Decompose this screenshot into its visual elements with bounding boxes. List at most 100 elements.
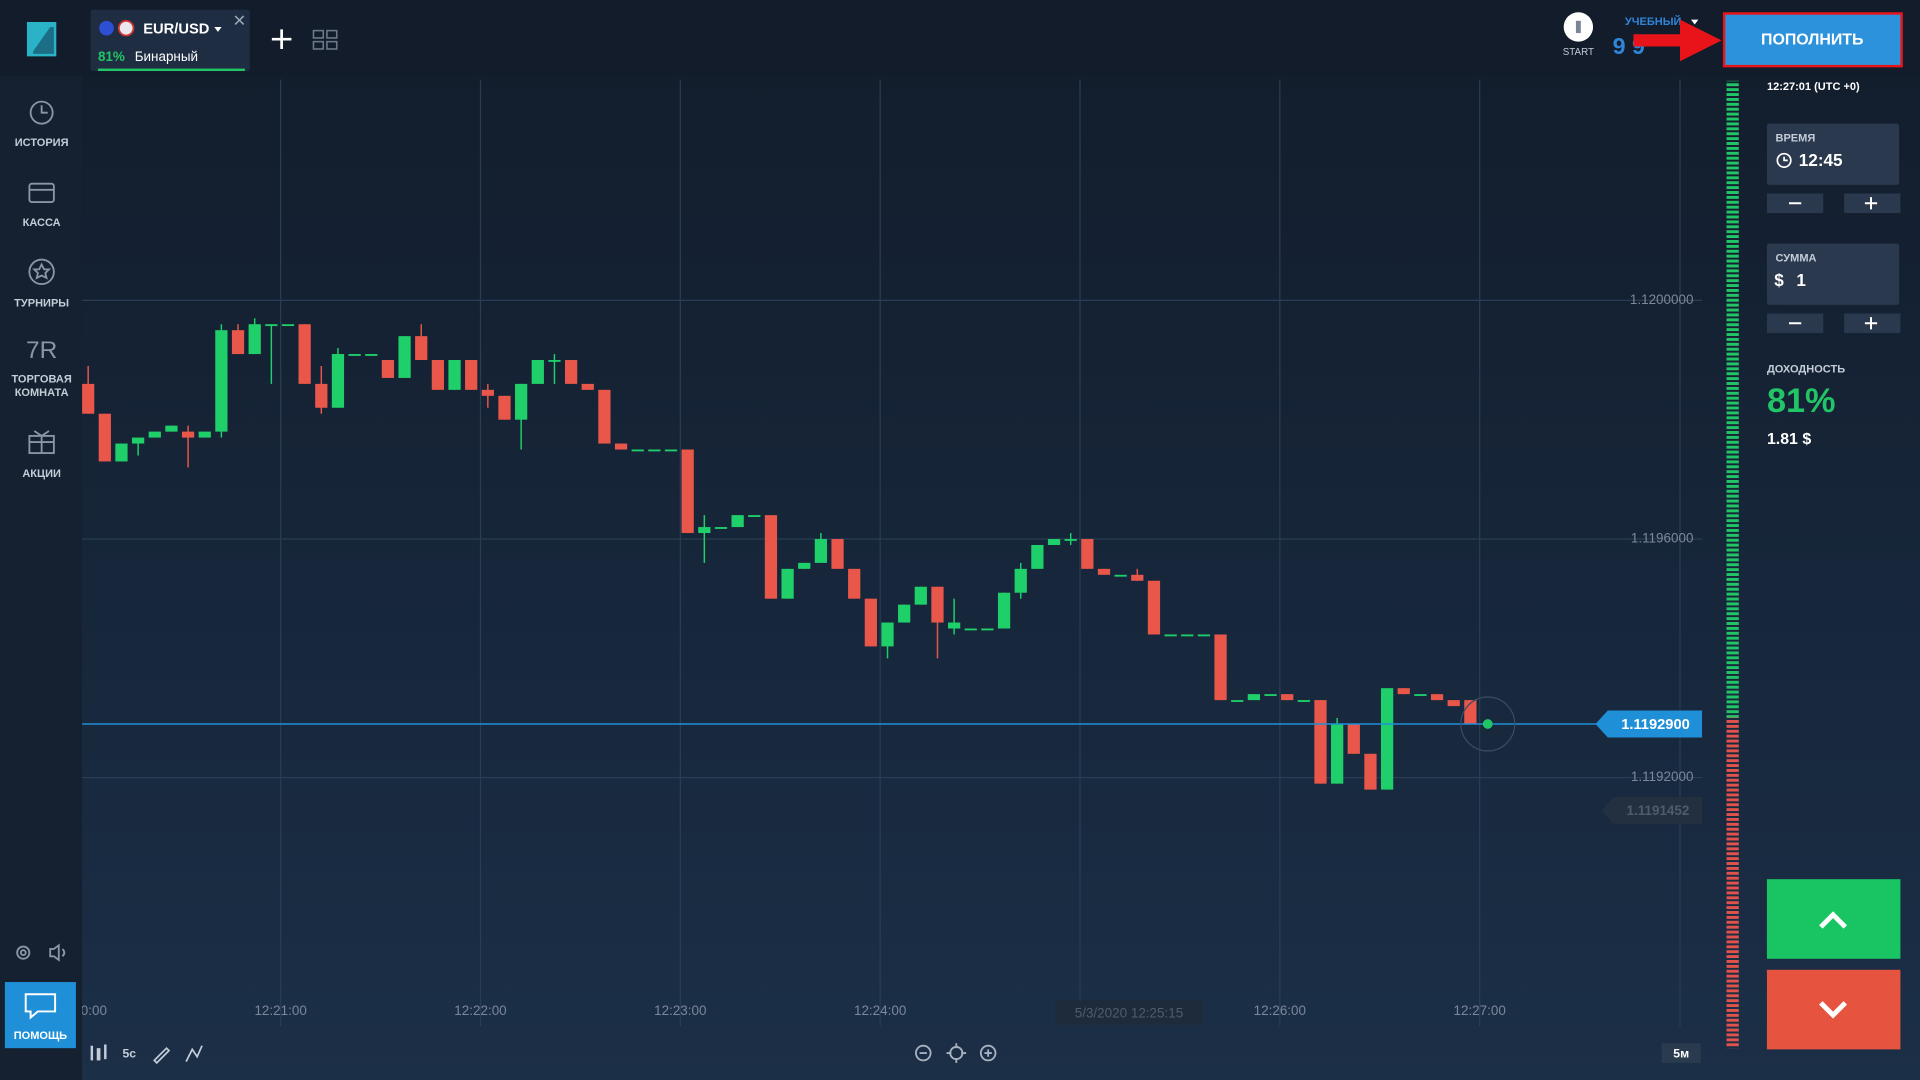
interval-button[interactable]: 5с — [122, 1047, 136, 1061]
candle-body — [1364, 753, 1377, 790]
zoom-in[interactable] — [979, 1044, 997, 1062]
candle-body — [1331, 723, 1344, 784]
candle-body — [481, 389, 494, 396]
indicators-button[interactable] — [185, 1045, 203, 1063]
reference-price-label: 1.1191452 — [1627, 803, 1690, 818]
candle-body — [914, 586, 927, 605]
candle-body — [631, 449, 644, 452]
candle-body — [798, 562, 811, 569]
account-type[interactable]: УЧЕБНЫЙ — [1625, 15, 1682, 28]
timeframe-button[interactable] — [1661, 1043, 1701, 1063]
candle-body — [614, 443, 628, 450]
candle-body — [664, 449, 678, 452]
candle-body — [248, 324, 261, 355]
candle-body — [1197, 634, 1211, 637]
add-tab[interactable] — [271, 29, 292, 49]
close-tab[interactable] — [234, 15, 245, 26]
amount-currency: $ — [1774, 270, 1784, 290]
call-button[interactable] — [1766, 879, 1901, 959]
candle-body — [98, 413, 111, 462]
candle-body — [1314, 700, 1327, 784]
candle-body — [381, 360, 395, 378]
zoom-reset[interactable] — [946, 1043, 967, 1063]
candle-body — [132, 437, 145, 444]
candle-body — [598, 389, 611, 444]
candle-body — [1281, 694, 1294, 701]
put-button[interactable] — [1766, 969, 1901, 1050]
candle-body — [814, 539, 828, 563]
sidebar-label: АКЦИИ — [22, 468, 61, 480]
sidebar-label: ТОРГОВАЯ — [11, 373, 71, 385]
candle-body — [1014, 568, 1027, 593]
deposit-button[interactable] — [1722, 12, 1903, 68]
help-button[interactable] — [4, 982, 76, 1049]
candle-body — [148, 431, 161, 438]
y-tick-label: 1.1192000 — [1631, 769, 1694, 784]
candle-body — [714, 527, 728, 529]
candle-body — [1414, 694, 1427, 696]
candle-body — [1347, 723, 1360, 754]
annotation-arrow — [1633, 19, 1722, 62]
tab-underline — [97, 68, 245, 72]
candle-body — [981, 628, 994, 631]
candle-body — [898, 604, 911, 623]
zoom-out[interactable] — [915, 1044, 932, 1062]
current-price-tag — [1595, 710, 1703, 738]
profit-amount: 1.81 $ — [1767, 431, 1811, 448]
sidebar-icons: 7R — [26, 100, 57, 454]
candle-body — [997, 592, 1011, 629]
sidebar-menu: ИСТОРИЯ КАССА ТУРНИРЫ ТОРГОВАЯ КОМНАТА АКЦИИ — [11, 137, 71, 480]
x-tick-label: 12:23:00 — [654, 1003, 706, 1018]
candle-body — [1114, 574, 1127, 577]
chart-type-button[interactable] — [90, 1044, 107, 1061]
logo-slash — [33, 26, 54, 54]
candle-body — [531, 360, 544, 384]
start-label: START — [1563, 47, 1594, 58]
candle-body — [831, 539, 844, 569]
layout-button[interactable] — [312, 29, 338, 50]
candle-body — [1447, 700, 1460, 707]
candle-body — [1181, 634, 1194, 637]
candle-body — [498, 395, 511, 420]
candle-body — [415, 336, 428, 361]
time-label: ВРЕМЯ — [1776, 132, 1816, 144]
candle-body — [181, 431, 195, 438]
y-tick-label: 1.1196000 — [1631, 531, 1694, 546]
asset-name: EUR/USD — [143, 21, 209, 37]
current-price-ring — [1460, 696, 1516, 752]
candle-body — [431, 360, 444, 390]
sound-button[interactable] — [49, 943, 66, 962]
candle-body — [298, 324, 311, 384]
amount-box[interactable] — [1766, 243, 1900, 305]
candle-body — [1081, 539, 1094, 569]
time-box[interactable] — [1766, 123, 1900, 185]
x-tick-label: 12:20:00 — [55, 1003, 107, 1018]
candle-body — [1147, 580, 1161, 635]
server-clock: 12:27:01 (UTC +0) — [1767, 81, 1860, 93]
candle-body — [581, 383, 594, 390]
candle-body — [315, 383, 328, 408]
candle-body — [265, 324, 278, 327]
candle-body — [1214, 634, 1227, 701]
candle-body — [515, 383, 528, 420]
account-dropdown[interactable] — [1691, 19, 1699, 25]
call-arrow — [1819, 911, 1848, 929]
sidebar-label: КОМНАТА — [15, 387, 69, 399]
candle-body — [281, 324, 295, 327]
asset-dropdown[interactable] — [214, 26, 222, 32]
current-price-label: 1.1192900 — [1621, 717, 1690, 733]
x-tick-label: 12:27:00 — [1453, 1003, 1505, 1018]
candle-body — [931, 586, 944, 623]
candle-body — [165, 425, 178, 432]
help-icon — [24, 993, 57, 1020]
candle-body — [1264, 694, 1277, 696]
room-icon: 7R — [26, 337, 57, 364]
settings-button[interactable] — [16, 945, 31, 960]
draw-button[interactable] — [153, 1046, 171, 1065]
candle-body — [781, 568, 794, 599]
sentiment-up — [1726, 80, 1739, 718]
candle-body — [82, 383, 95, 414]
amount-value: 1 — [1796, 270, 1806, 290]
